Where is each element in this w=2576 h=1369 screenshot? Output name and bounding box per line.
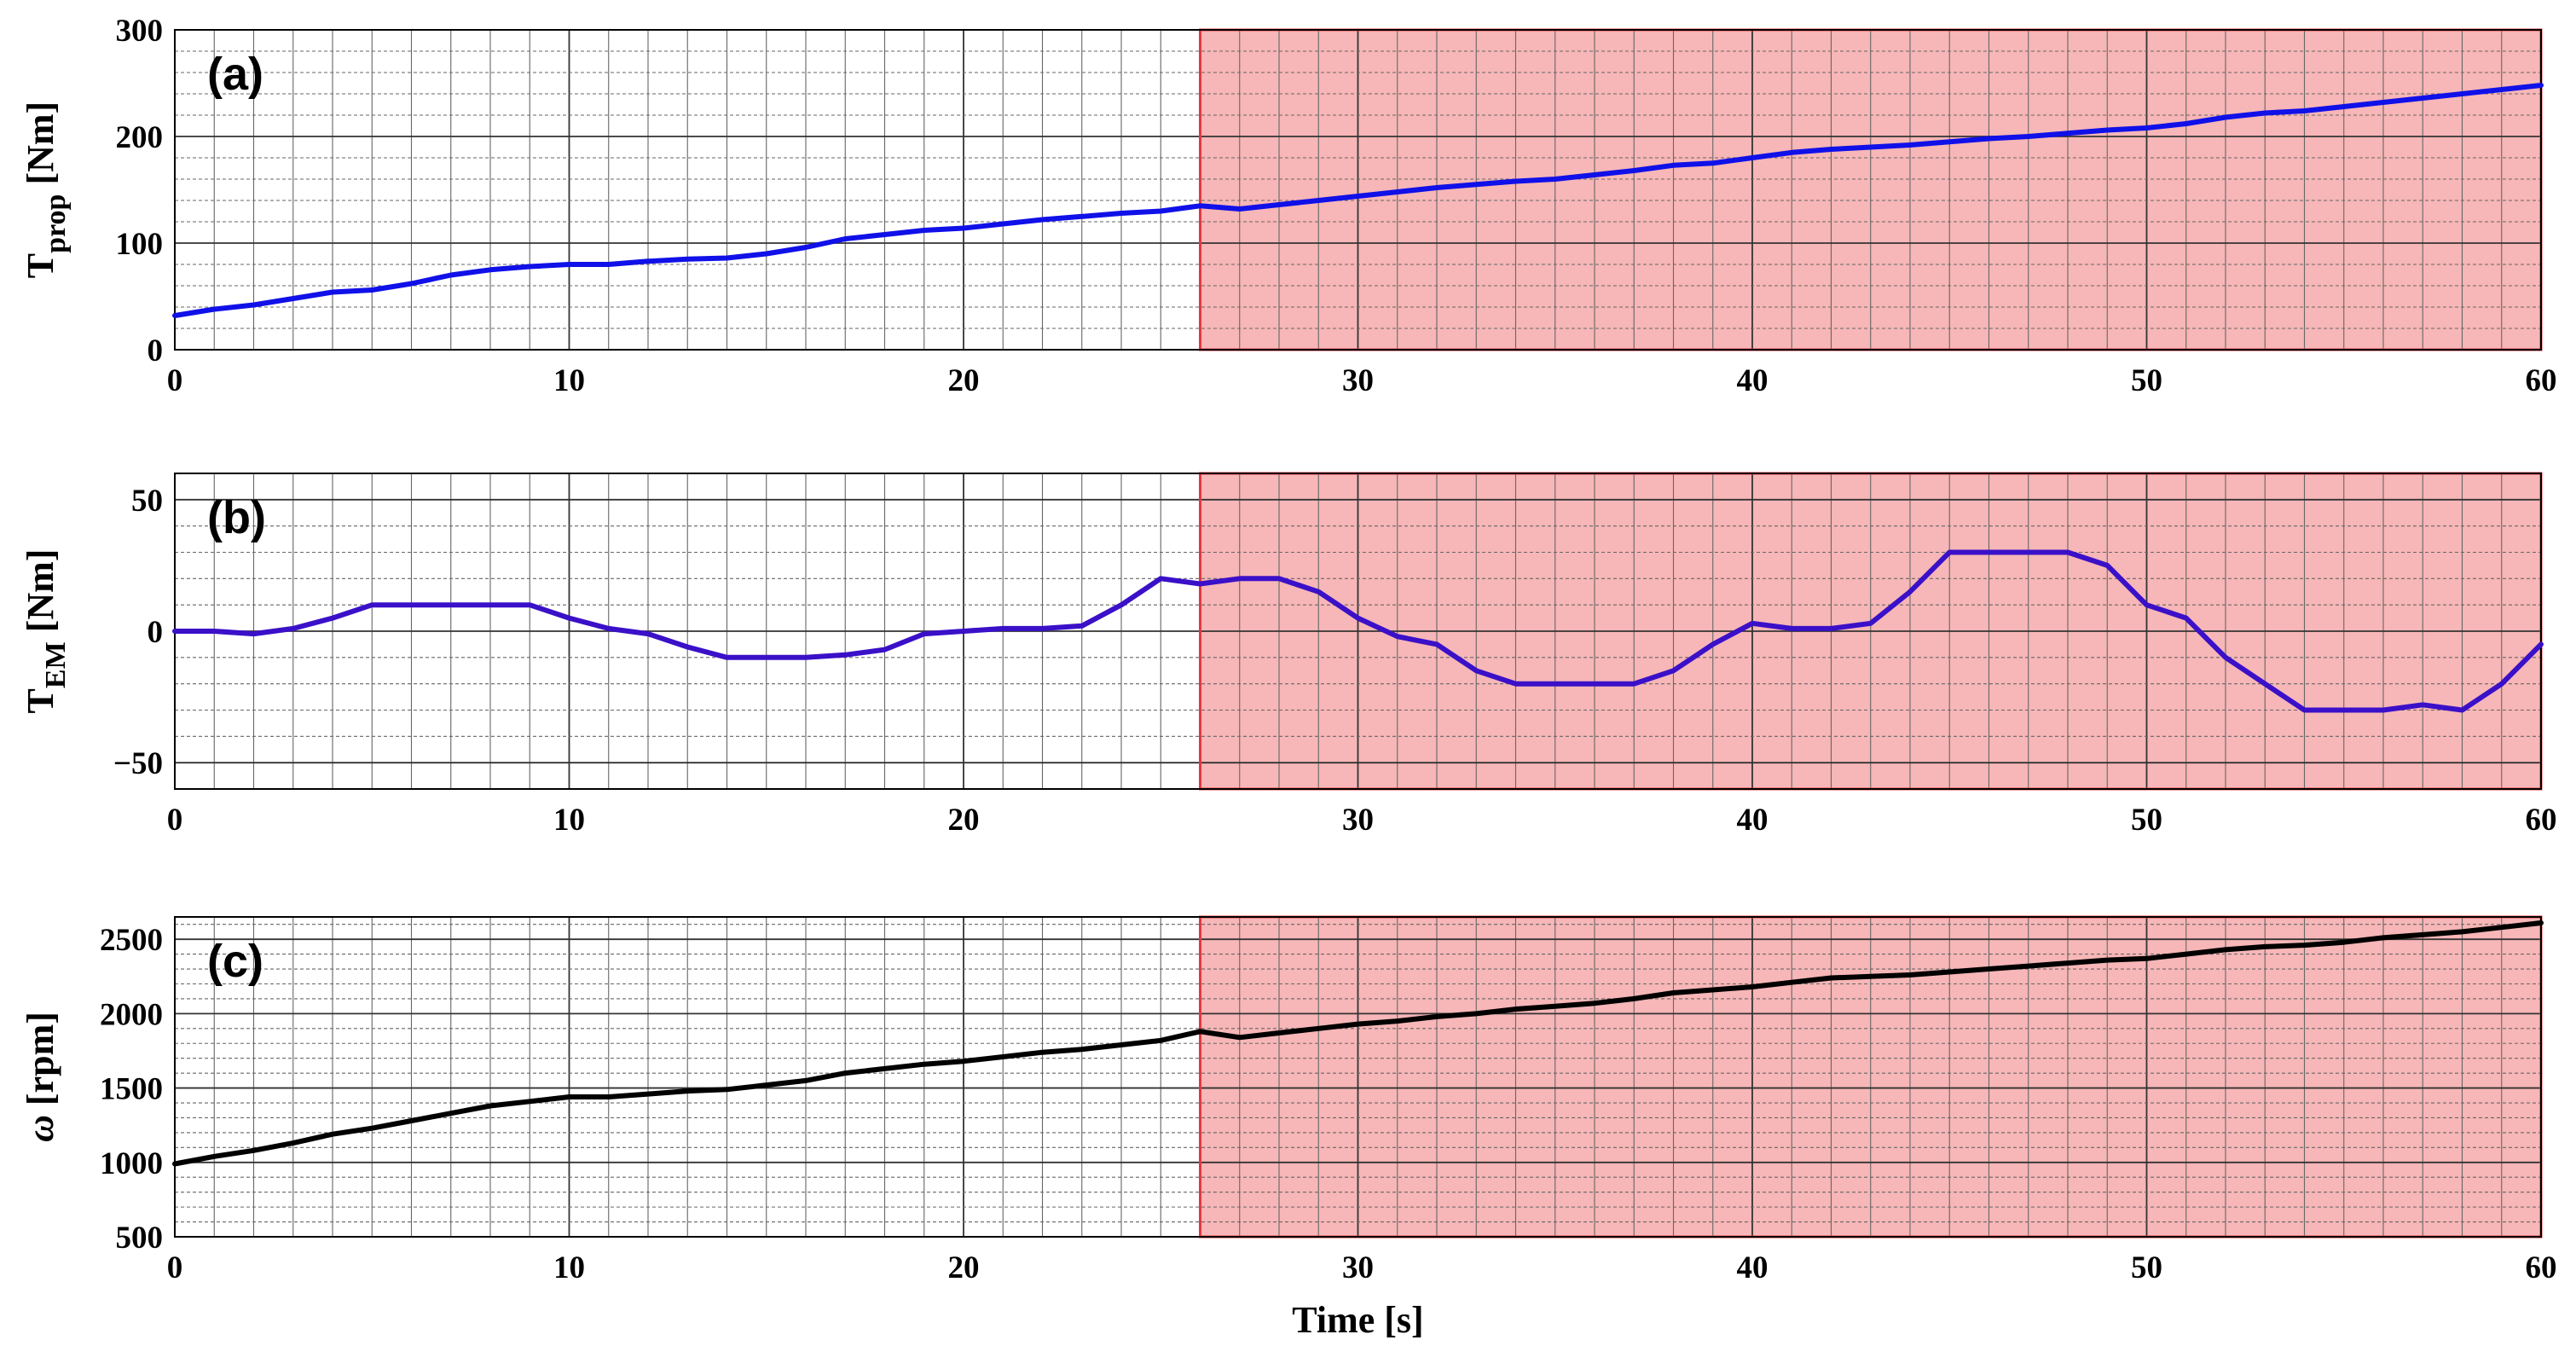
x-tick-label: 20 bbox=[948, 1250, 980, 1285]
series-line-omega bbox=[172, 920, 2544, 1167]
x-tick-label: 40 bbox=[1737, 803, 1768, 838]
y-axis-label-main: ω bbox=[20, 1115, 61, 1142]
grid bbox=[174, 29, 2542, 351]
axes-frame bbox=[174, 29, 2542, 351]
x-tick-label: 10 bbox=[553, 1250, 585, 1285]
y-tick-label: 1500 bbox=[100, 1072, 163, 1107]
panel-a-torque-prop: 0 10 20 30 40 50 60 0 100 200 300 (a) Tprop [Nm] bbox=[20, 14, 2557, 398]
x-tick-label: 60 bbox=[2526, 1250, 2557, 1285]
y-axis-label: Tprop [Nm] bbox=[20, 102, 72, 278]
x-tick-label: 30 bbox=[1342, 1250, 1374, 1285]
panel-c-speed-rpm: 0 10 20 30 40 50 60 500 1000 1500 2000 2500 (c) ω [rp… bbox=[20, 915, 2557, 1341]
grid bbox=[174, 917, 2542, 1238]
y-tick-label: 300 bbox=[116, 14, 164, 49]
y-tick-label: 1000 bbox=[100, 1146, 163, 1181]
y-tick-label: 2000 bbox=[100, 997, 163, 1032]
x-tick-label: 60 bbox=[2526, 363, 2557, 398]
y-axis-label-unit: [rpm] bbox=[20, 1012, 61, 1115]
y-tick-label: 0 bbox=[148, 615, 164, 650]
panel-label: (c) bbox=[207, 936, 263, 987]
x-tick-label: 20 bbox=[948, 803, 980, 838]
panel-label: (b) bbox=[207, 492, 266, 543]
x-tick-label: 30 bbox=[1342, 803, 1374, 838]
y-tick-label: −50 bbox=[113, 746, 163, 781]
y-axis-label-subscript: prop bbox=[40, 194, 72, 253]
x-tick-label: 20 bbox=[948, 363, 980, 398]
x-tick-label: 10 bbox=[553, 363, 585, 398]
grid bbox=[174, 473, 2542, 790]
axes-frame bbox=[174, 916, 2542, 1238]
y-axis-label-main: T bbox=[20, 253, 61, 278]
series-line-T_prop bbox=[172, 83, 2544, 318]
y-axis-label-subscript: EM bbox=[40, 641, 72, 688]
x-tick-label: 40 bbox=[1737, 363, 1768, 398]
y-axis-label-unit: [Nm] bbox=[20, 102, 61, 194]
x-axis-label: Time [s] bbox=[1292, 1299, 1423, 1341]
y-tick-label: 0 bbox=[148, 334, 164, 368]
x-tick-label: 40 bbox=[1737, 1250, 1768, 1285]
y-tick-label: 100 bbox=[116, 227, 164, 262]
y-axis-label: ω [rpm] bbox=[20, 1012, 61, 1142]
y-tick-label: 200 bbox=[116, 120, 164, 155]
x-tick-label: 0 bbox=[167, 363, 183, 398]
x-tick-label: 0 bbox=[167, 803, 183, 838]
x-tick-label: 50 bbox=[2131, 1250, 2162, 1285]
series-line-T_EM bbox=[172, 549, 2544, 713]
x-tick-label: 0 bbox=[167, 1250, 183, 1285]
x-tick-label: 60 bbox=[2526, 803, 2557, 838]
y-axis-label-main: T bbox=[20, 688, 61, 713]
y-tick-label: 500 bbox=[116, 1221, 164, 1256]
y-axis-label-unit: [Nm] bbox=[20, 549, 61, 642]
x-tick-label: 50 bbox=[2131, 803, 2162, 838]
x-tick-label: 50 bbox=[2131, 363, 2162, 398]
y-axis-label: TEM [Nm] bbox=[20, 549, 72, 714]
x-tick-label: 30 bbox=[1342, 363, 1374, 398]
y-tick-label: 50 bbox=[131, 484, 163, 519]
x-tick-label: 10 bbox=[553, 803, 585, 838]
panel-label: (a) bbox=[207, 49, 263, 100]
y-tick-label: 2500 bbox=[100, 923, 163, 958]
